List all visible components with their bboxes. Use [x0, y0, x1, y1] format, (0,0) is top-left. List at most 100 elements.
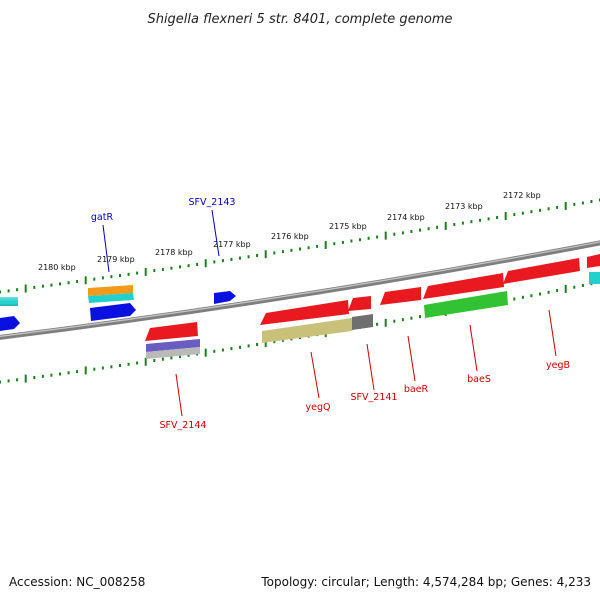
gene-feature[interactable] — [146, 339, 200, 352]
scale-labels: 2180 kbp 2179 kbp 2178 kbp 2177 kbp 2176… — [38, 191, 541, 272]
minor-tick — [101, 276, 104, 280]
minor-tick — [16, 378, 19, 382]
minor-tick — [290, 248, 293, 252]
minor-tick — [539, 292, 541, 296]
gene-baeS[interactable] — [424, 291, 508, 318]
scale-label-2175: 2175 kbp — [329, 222, 367, 231]
callout-baeS — [469, 324, 478, 372]
minor-tick — [521, 295, 524, 299]
label-yegB[interactable]: yegB — [546, 360, 570, 371]
minor-tick — [247, 255, 250, 259]
minor-tick — [230, 347, 233, 351]
minor-tick — [573, 285, 576, 289]
minor-tick — [59, 372, 61, 376]
label-SFV_2144[interactable]: SFV_2144 — [160, 420, 207, 431]
minor-tick — [581, 284, 584, 287]
minor-tick — [16, 288, 19, 292]
minor-tick — [556, 205, 559, 209]
callout-yegB — [548, 309, 557, 357]
minor-tick — [110, 365, 113, 369]
minor-tick — [7, 379, 10, 383]
major-tick — [264, 250, 267, 259]
forward-genes — [0, 254, 600, 306]
minor-tick — [196, 262, 199, 266]
minor-tick — [127, 272, 130, 276]
minor-tick — [101, 366, 104, 370]
minor-tick — [239, 345, 241, 349]
gene-SFV_2141[interactable] — [352, 314, 373, 330]
minor-tick — [273, 340, 276, 344]
major-tick — [204, 348, 207, 357]
minor-tick — [281, 338, 284, 342]
major-tick — [264, 339, 267, 348]
major-tick — [384, 231, 387, 240]
minor-tick — [556, 289, 559, 293]
callout-SFV_2144 — [175, 373, 183, 417]
gene-feature[interactable] — [0, 316, 20, 331]
gene-SFV_2144[interactable] — [145, 322, 198, 341]
label-baeR[interactable]: baeR — [404, 384, 429, 395]
accession-label: Accession: NC_008258 — [9, 575, 145, 589]
minor-tick — [410, 230, 413, 233]
minor-tick — [50, 373, 53, 377]
gene-yegB[interactable] — [503, 258, 580, 284]
genome-backbone — [0, 240, 600, 340]
reverse-genes — [145, 258, 580, 359]
minor-tick — [93, 277, 96, 281]
minor-tick — [127, 362, 130, 366]
minor-tick — [76, 370, 79, 374]
gene-feature[interactable] — [90, 303, 136, 321]
minor-tick — [41, 284, 44, 288]
minor-tick — [573, 202, 576, 206]
minor-tick — [187, 264, 190, 268]
label-baeS[interactable]: baeS — [467, 374, 491, 385]
gene-feature[interactable] — [589, 272, 600, 284]
gene-gatR[interactable] — [88, 285, 133, 296]
label-SFV_2141[interactable]: SFV_2141 — [351, 392, 398, 403]
minor-tick — [316, 244, 319, 248]
major-tick — [384, 318, 387, 327]
minor-tick — [539, 208, 541, 212]
minor-tick — [427, 227, 430, 231]
major-tick — [24, 284, 27, 293]
gene-SFV_2141-red[interactable] — [348, 296, 371, 311]
minor-tick — [213, 349, 216, 353]
major-tick — [564, 284, 567, 293]
minor-tick — [33, 376, 36, 379]
minor-tick — [513, 297, 516, 301]
gene-feature[interactable] — [146, 347, 200, 359]
minor-tick — [179, 355, 181, 359]
gene-baeS-red[interactable] — [423, 273, 504, 299]
minor-tick — [213, 260, 216, 264]
major-tick — [504, 212, 507, 220]
minor-tick — [119, 364, 121, 367]
minor-tick — [153, 269, 156, 273]
label-gatR[interactable]: gatR — [91, 212, 114, 223]
minor-tick — [479, 218, 481, 222]
minor-tick — [110, 275, 113, 279]
minor-tick — [393, 319, 396, 323]
label-SFV_2143[interactable]: SFV_2143 — [189, 197, 236, 208]
minor-tick — [93, 367, 96, 371]
minor-tick — [0, 380, 1, 384]
gene-feature[interactable] — [88, 293, 134, 303]
minor-tick — [230, 257, 233, 261]
minor-tick — [59, 282, 61, 286]
gene-baeR[interactable] — [380, 287, 421, 305]
gene-yegQ-red[interactable] — [260, 300, 349, 325]
gene-SFV_2143[interactable] — [214, 291, 236, 304]
gene-feature-shade — [0, 297, 18, 306]
gene-feature[interactable] — [587, 254, 600, 268]
label-yegQ[interactable]: yegQ — [306, 402, 331, 413]
gene-yegQ[interactable] — [262, 318, 352, 343]
minor-tick — [401, 318, 404, 322]
minor-tick — [513, 213, 516, 217]
minor-tick — [436, 225, 439, 229]
scale-label-2172: 2172 kbp — [503, 191, 541, 200]
minor-tick — [299, 247, 301, 251]
minor-tick — [453, 223, 456, 226]
scale-label-2179: 2179 kbp — [97, 255, 135, 264]
outer-scale-track — [0, 198, 600, 294]
minor-tick — [153, 359, 156, 362]
